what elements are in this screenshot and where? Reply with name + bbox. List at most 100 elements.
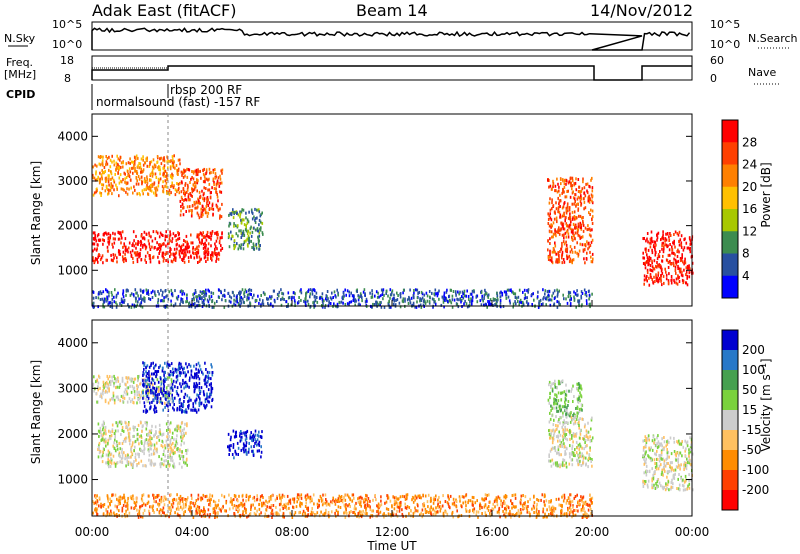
power-cell bbox=[590, 240, 593, 244]
velocity-cell bbox=[144, 439, 146, 443]
power-cell bbox=[251, 246, 253, 249]
power-cell bbox=[197, 251, 200, 255]
power-cell bbox=[577, 178, 580, 181]
freq-unit: [MHz] bbox=[4, 68, 36, 81]
power-cell bbox=[221, 247, 224, 250]
power-cell bbox=[180, 205, 182, 208]
power-cell bbox=[466, 305, 469, 309]
power-cell bbox=[141, 245, 144, 249]
power-cell bbox=[210, 256, 213, 260]
power-cell bbox=[182, 290, 184, 294]
power-cell bbox=[203, 294, 205, 298]
velocity-cell bbox=[586, 444, 588, 448]
velocity-cell bbox=[161, 391, 163, 395]
power-cell bbox=[444, 296, 446, 300]
nsky-label: N.Sky bbox=[4, 32, 36, 45]
velocity-cell bbox=[150, 459, 152, 463]
power-cell bbox=[585, 291, 587, 294]
velocity-cell bbox=[668, 469, 671, 473]
power-cell bbox=[271, 295, 273, 299]
power-cell bbox=[130, 160, 133, 164]
velocity-cell bbox=[662, 457, 665, 461]
power-cell bbox=[160, 156, 162, 160]
power-cell bbox=[556, 294, 559, 298]
power-cell bbox=[425, 291, 428, 295]
power-cell bbox=[512, 290, 514, 294]
velocity-cell bbox=[548, 453, 550, 457]
velocity-cell bbox=[152, 386, 154, 390]
power-cell bbox=[228, 299, 231, 303]
power-cell bbox=[642, 251, 644, 255]
velocity-cell bbox=[157, 390, 160, 394]
power-cell bbox=[571, 250, 574, 254]
power-cell bbox=[97, 305, 99, 309]
velocity-cell bbox=[149, 462, 152, 466]
velocity-cell bbox=[575, 451, 578, 455]
velocity-cell bbox=[557, 420, 559, 424]
velocity-cell bbox=[657, 440, 660, 444]
power-cell bbox=[165, 230, 167, 234]
power-cell bbox=[159, 157, 161, 161]
velocity-cell bbox=[583, 437, 585, 441]
velocity-cell bbox=[171, 386, 174, 390]
power-cell bbox=[131, 244, 133, 247]
power-cell bbox=[580, 226, 582, 229]
velocity-cell bbox=[422, 513, 424, 517]
velocity-cell bbox=[660, 449, 663, 453]
power-cell bbox=[122, 292, 124, 296]
power-cell bbox=[563, 297, 565, 301]
power-cell bbox=[300, 298, 302, 302]
velocity-cell bbox=[471, 495, 474, 499]
power-cell bbox=[569, 218, 572, 222]
power-cell bbox=[376, 295, 379, 299]
velocity-cell bbox=[254, 429, 257, 433]
power-cell bbox=[149, 254, 151, 258]
power-cell bbox=[562, 293, 564, 297]
power-cell bbox=[243, 292, 245, 296]
power-cell bbox=[117, 171, 119, 175]
power-cell bbox=[214, 168, 216, 172]
power-cell bbox=[159, 247, 162, 251]
velocity-cell bbox=[165, 459, 167, 463]
power-cell bbox=[662, 274, 665, 278]
power-cell bbox=[646, 256, 649, 260]
power-cell bbox=[651, 269, 654, 273]
velocity-cell bbox=[674, 472, 676, 476]
velocity-cell bbox=[148, 365, 151, 369]
power-cell bbox=[515, 296, 518, 300]
power-cell bbox=[185, 234, 188, 238]
power-cell bbox=[204, 208, 207, 212]
power-cell bbox=[255, 246, 258, 250]
velocity-cell bbox=[149, 382, 151, 386]
velocity-cell bbox=[124, 457, 126, 461]
power-cell bbox=[221, 231, 223, 235]
power-cell bbox=[208, 201, 211, 205]
power-cell bbox=[198, 255, 201, 259]
power-cell bbox=[589, 244, 592, 247]
power-cell bbox=[96, 164, 98, 168]
power-cell bbox=[527, 303, 529, 307]
power-cell bbox=[337, 293, 339, 297]
power-cell bbox=[467, 295, 470, 298]
velocity-cell bbox=[235, 434, 238, 438]
power-cell bbox=[495, 302, 498, 305]
velocity-cell bbox=[98, 376, 101, 379]
power-cell bbox=[377, 303, 380, 307]
velocity-cell bbox=[576, 458, 578, 462]
velocity-cell bbox=[666, 470, 669, 474]
velocity-cell bbox=[580, 387, 583, 391]
velocity-cell bbox=[577, 509, 579, 513]
power-cell bbox=[157, 247, 160, 251]
power-cell bbox=[125, 190, 127, 194]
power-cell bbox=[558, 189, 560, 193]
power-cell bbox=[556, 288, 558, 292]
power-cell bbox=[577, 300, 579, 304]
power-cell bbox=[163, 158, 165, 162]
power-cell bbox=[95, 190, 98, 194]
power-cell bbox=[230, 237, 233, 241]
power-cell bbox=[393, 297, 396, 301]
power-cell bbox=[179, 255, 181, 259]
power-cell bbox=[501, 291, 503, 295]
power-cell bbox=[145, 245, 148, 249]
power-cell bbox=[583, 197, 585, 201]
